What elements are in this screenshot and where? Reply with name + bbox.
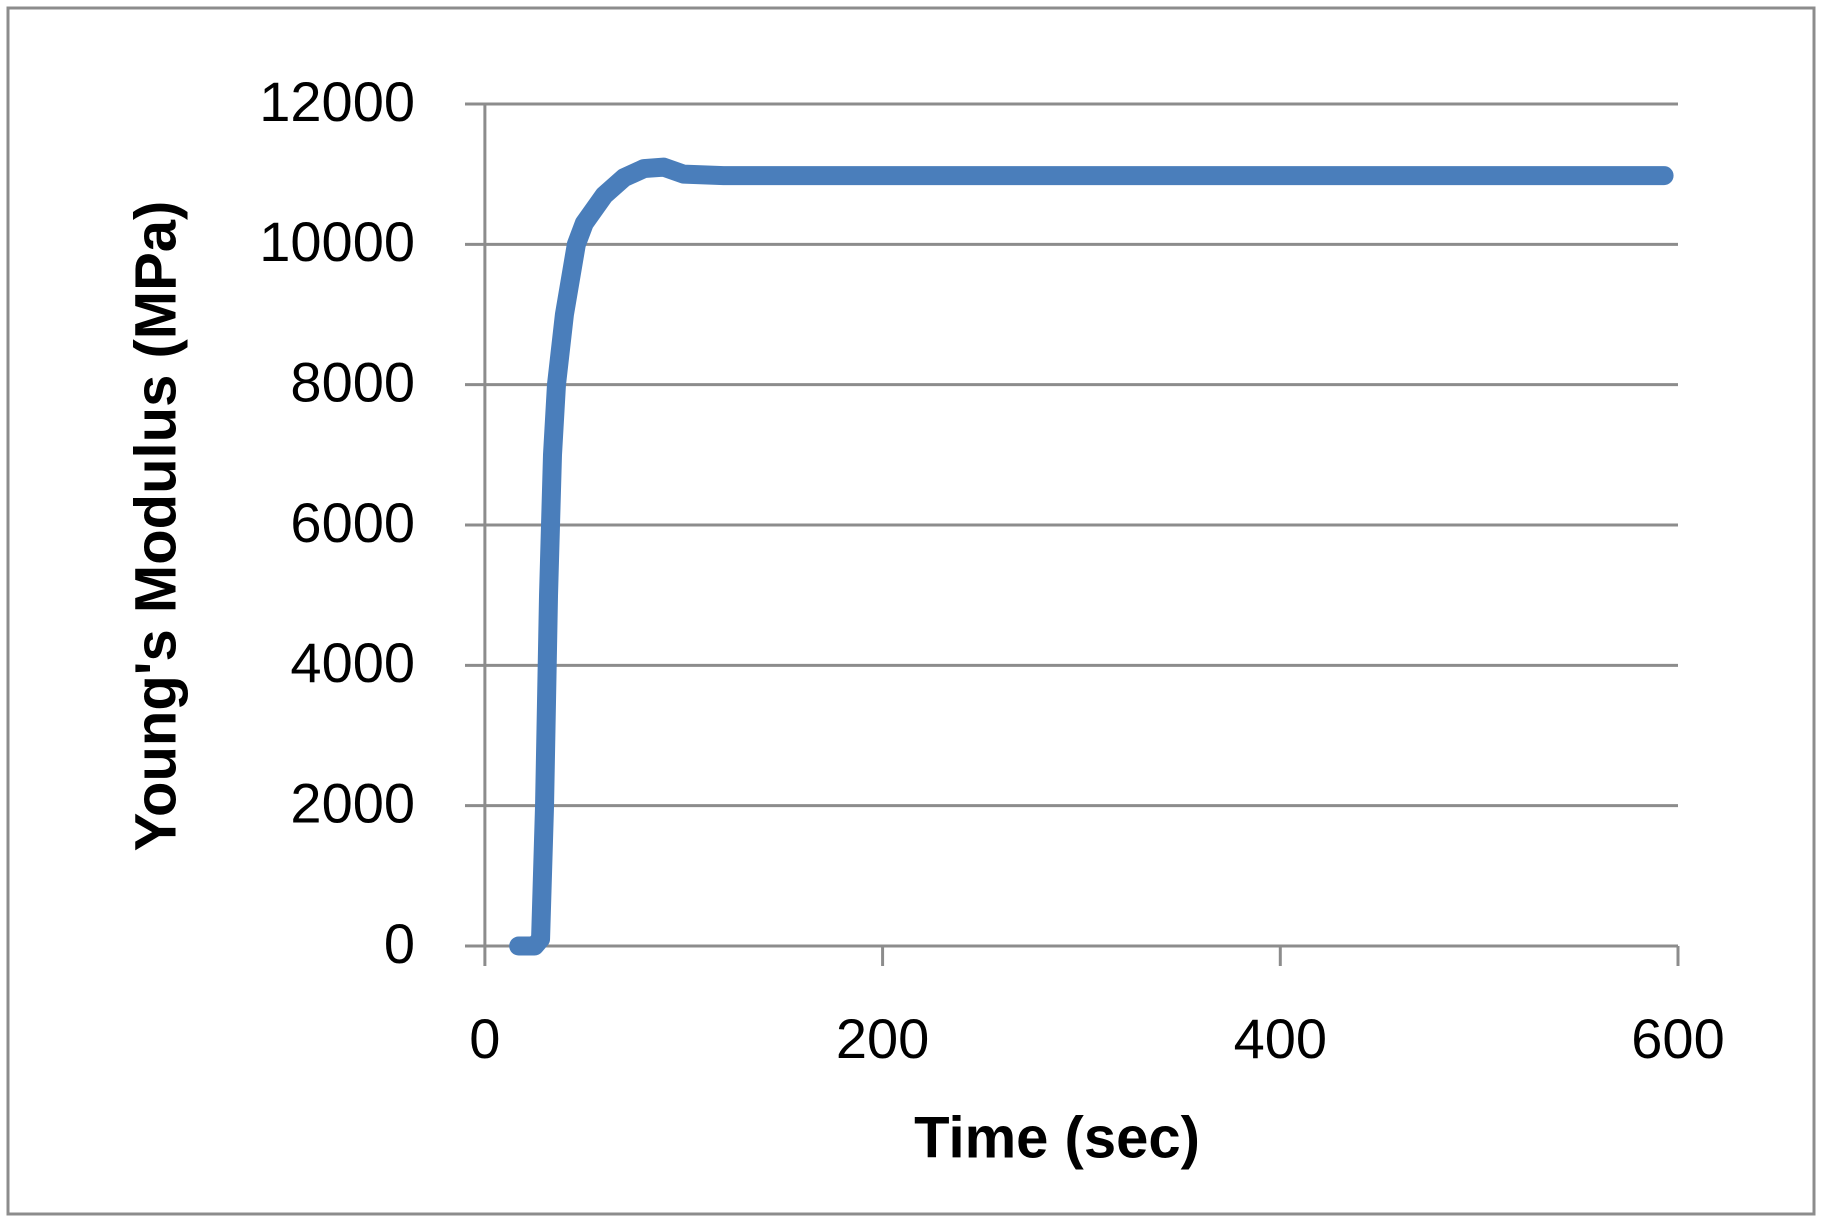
x-tick-label: 400 [1234, 1007, 1327, 1070]
x-tick-label: 600 [1631, 1007, 1724, 1070]
y-tick-label: 0 [384, 912, 415, 975]
y-tick-label: 8000 [290, 350, 415, 413]
y-tick-label: 2000 [290, 771, 415, 834]
x-tick-label: 200 [836, 1007, 929, 1070]
y-tick-label: 10000 [259, 210, 415, 273]
y-tick-label: 12000 [259, 70, 415, 133]
x-tick-label: 0 [469, 1007, 500, 1070]
chart-border [6, 6, 1816, 1216]
data-line [509, 157, 1674, 956]
y-tick-label: 4000 [290, 631, 415, 694]
x-axis-title: Time (sec) [914, 1105, 1200, 1170]
y-tick-label: 6000 [290, 491, 415, 554]
y-axis-title: Young's Modulus (MPa) [123, 201, 188, 852]
